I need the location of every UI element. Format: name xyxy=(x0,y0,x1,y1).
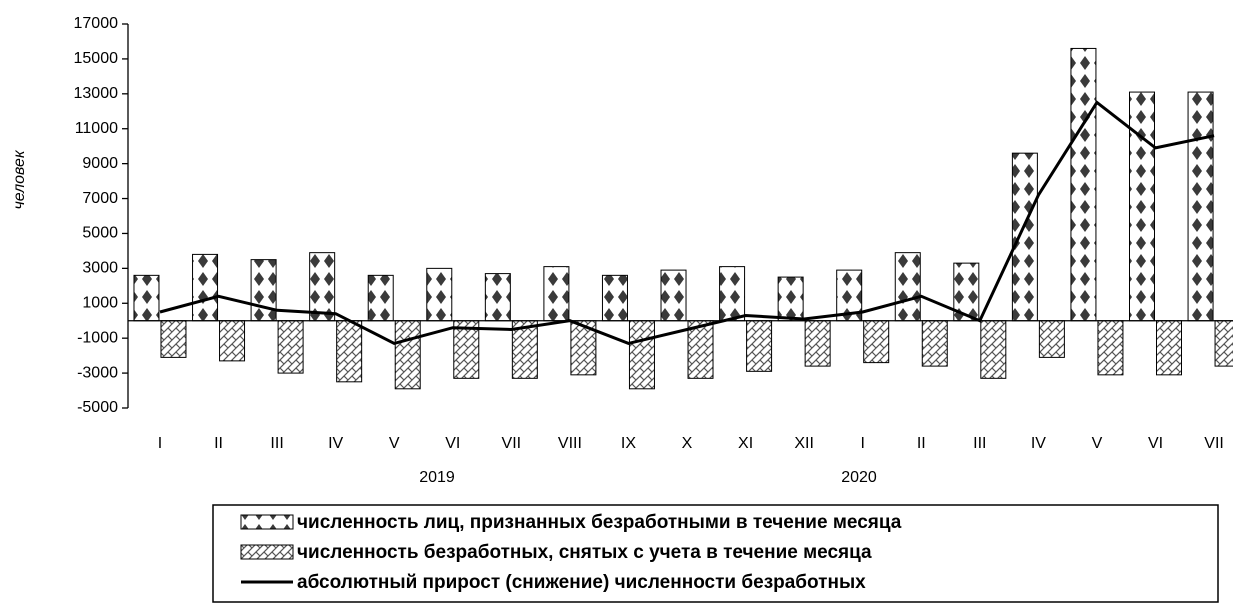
x-tick-label: VII xyxy=(502,435,522,452)
y-axis-label: человек xyxy=(11,149,28,209)
x-tick-label: IV xyxy=(328,435,343,452)
x-tick-label: VIII xyxy=(558,435,582,452)
bar xyxy=(250,259,277,322)
x-tick-label: I xyxy=(860,435,864,452)
y-tick-label: 15000 xyxy=(74,50,119,67)
y-tick-label: 9000 xyxy=(82,155,118,172)
bar xyxy=(133,274,160,322)
x-tick-label: II xyxy=(917,435,926,452)
bar xyxy=(601,274,628,322)
y-tick-label: -5000 xyxy=(77,399,118,416)
legend-label: численность безработных, снятых с учета … xyxy=(297,542,872,563)
y-tick-label: 3000 xyxy=(82,260,118,277)
bar xyxy=(219,320,246,362)
y-tick-label: 17000 xyxy=(74,15,119,32)
y-tick-label: 13000 xyxy=(74,85,119,102)
bar xyxy=(980,320,1007,379)
bar xyxy=(1038,320,1065,358)
x-tick-label: X xyxy=(682,435,693,452)
bar xyxy=(309,252,336,322)
x-tick-label: IV xyxy=(1031,435,1046,452)
bar xyxy=(1156,320,1182,376)
bar xyxy=(277,320,304,374)
x-tick-label: II xyxy=(214,435,223,452)
bar xyxy=(628,320,655,390)
y-tick-label: 5000 xyxy=(82,225,118,242)
x-tick-label: IX xyxy=(621,435,636,452)
bar xyxy=(894,252,921,322)
bar xyxy=(394,320,421,390)
bar xyxy=(484,273,511,322)
x-tick-label: VI xyxy=(445,435,460,452)
bar xyxy=(1187,91,1214,322)
y-tick-label: 7000 xyxy=(82,190,118,207)
x-group-label: 2019 xyxy=(419,469,455,486)
bar xyxy=(1214,320,1233,367)
legend-label: численность лиц, признанных безработными… xyxy=(297,512,902,533)
y-tick-label: -3000 xyxy=(77,364,118,381)
x-tick-label: VI xyxy=(1148,435,1163,452)
bar xyxy=(1129,91,1155,322)
x-tick-label: XII xyxy=(794,435,814,452)
x-tick-label: V xyxy=(1092,435,1103,452)
bar xyxy=(687,320,714,379)
legend-swatch xyxy=(240,544,294,560)
bar xyxy=(192,253,219,322)
legend-swatch xyxy=(240,514,294,530)
bar xyxy=(921,320,948,367)
bar xyxy=(543,266,570,322)
line xyxy=(159,100,1215,345)
x-tick-label: V xyxy=(389,435,400,452)
bar xyxy=(863,320,890,364)
y-tick-label: 1000 xyxy=(82,294,118,311)
bar xyxy=(511,320,538,379)
bar xyxy=(660,269,687,322)
bar xyxy=(426,267,453,322)
x-group-label: 2020 xyxy=(841,469,877,486)
bar xyxy=(160,320,187,358)
bar xyxy=(719,266,746,322)
y-tick-label: 11000 xyxy=(75,120,118,137)
y-tick-label: -1000 xyxy=(77,329,118,346)
bar xyxy=(1097,320,1124,376)
bar xyxy=(453,320,480,379)
x-tick-label: I xyxy=(158,435,162,452)
bar xyxy=(367,274,394,322)
bar xyxy=(777,276,804,322)
bar xyxy=(1070,47,1097,322)
x-tick-label: III xyxy=(270,435,283,452)
legend-label: абсолютный прирост (снижение) численност… xyxy=(297,572,866,593)
x-tick-label: VII xyxy=(1204,435,1224,452)
legend-box xyxy=(212,504,1219,603)
x-tick-label: XI xyxy=(738,435,753,452)
x-tick-label: III xyxy=(973,435,986,452)
bar xyxy=(336,320,363,383)
bar xyxy=(746,320,773,372)
bar xyxy=(1011,152,1038,322)
bar xyxy=(804,320,831,367)
